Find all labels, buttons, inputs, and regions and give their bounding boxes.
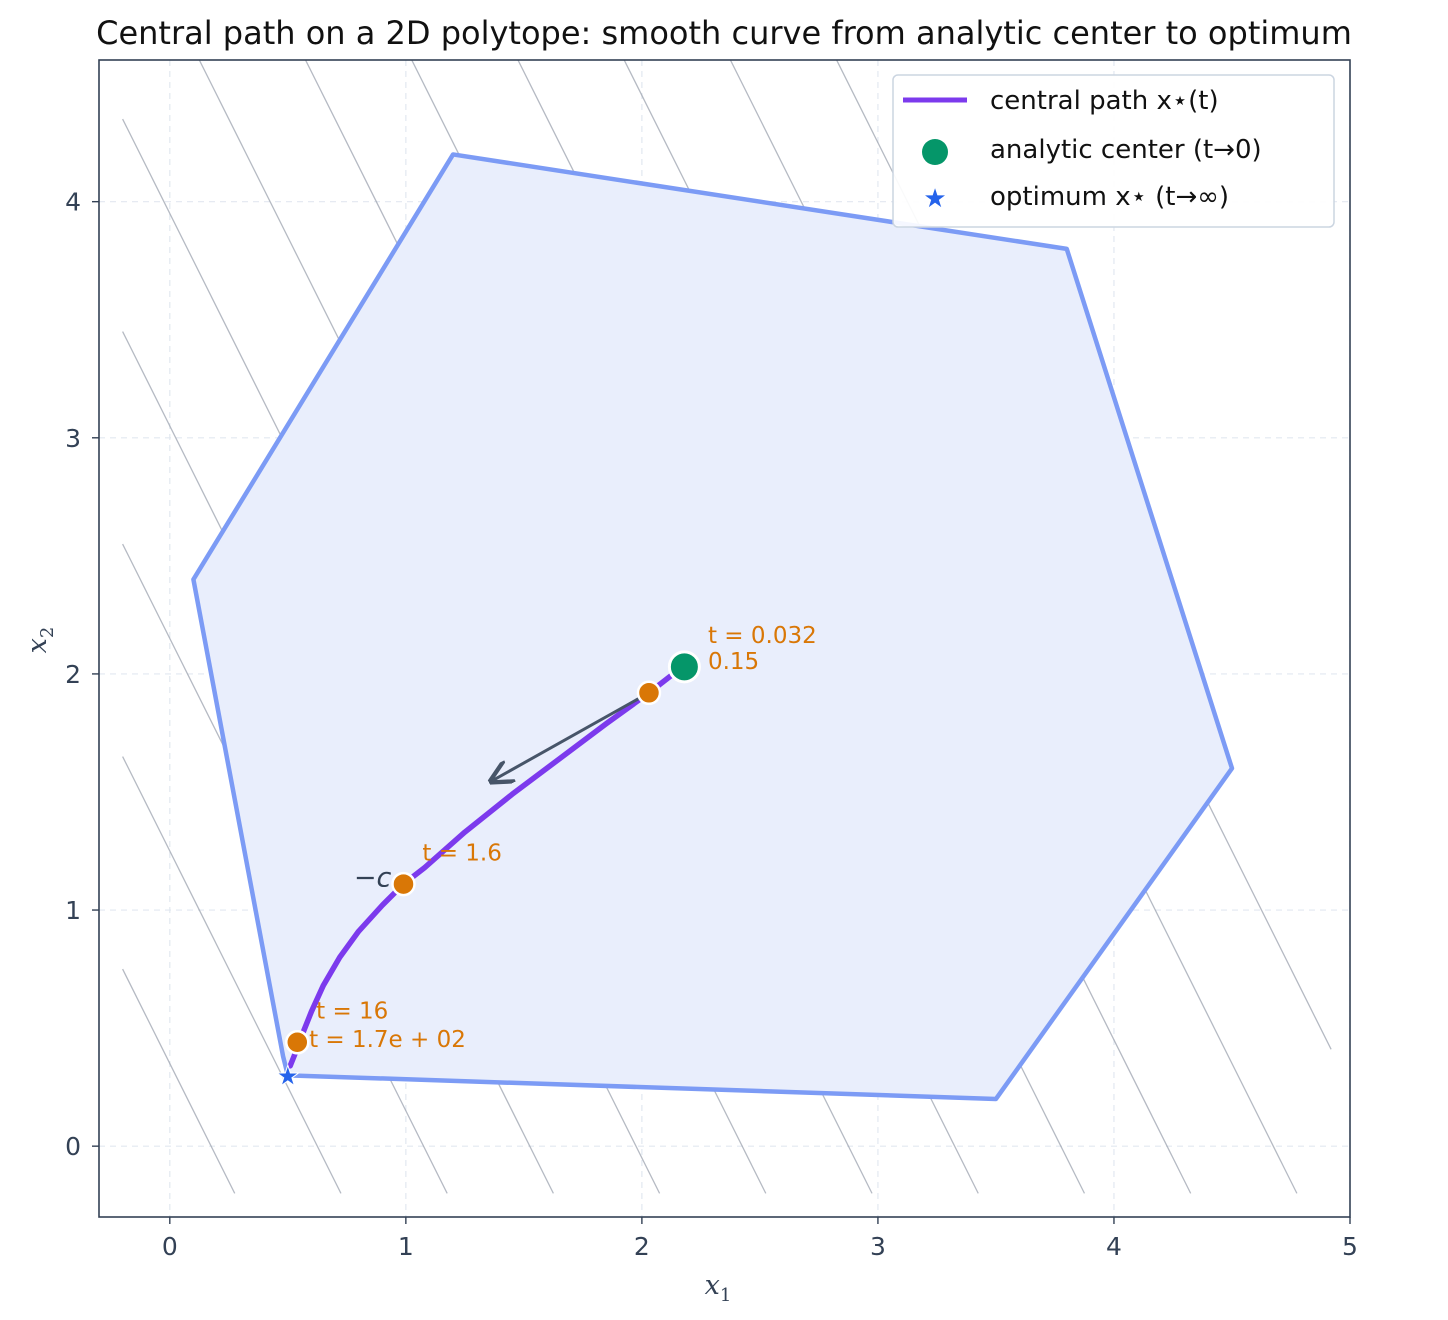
t-marker-label: t = 0.032 [708, 623, 817, 649]
y-tick-label: 4 [65, 188, 81, 217]
chart-title: Central path on a 2D polytope: smooth cu… [96, 14, 1352, 52]
t-marker-label: t = 1.6 [422, 840, 502, 866]
x-axis-label: x1 [705, 1270, 732, 1306]
t-marker-dot [285, 1030, 310, 1055]
y-tick-label: 2 [65, 660, 81, 689]
t-marker-label: t = 1.7e + 02 [309, 1027, 466, 1053]
legend-label-optimum: optimum x⋆ (t→∞) [990, 182, 1229, 212]
analytic-center-marker [667, 650, 701, 684]
legend-box [892, 74, 1335, 228]
objective-contour-line [122, 756, 342, 1194]
optimum-star-icon: ★ [275, 1059, 300, 1092]
x-tick-label: 4 [1106, 1232, 1122, 1261]
plot-frame [98, 59, 1351, 1218]
t-marker-dot [636, 680, 662, 706]
neg-c-arrow-group: −c [354, 691, 650, 893]
y-axis-label: x2 [22, 627, 58, 654]
objective-contour-line [122, 968, 236, 1194]
legend-label-analytic-center: analytic center (t→0) [990, 135, 1262, 165]
legend-label-central-path: central path x⋆(t) [990, 86, 1219, 116]
neg-c-arrow [493, 691, 650, 780]
y-tick-label: 3 [65, 424, 81, 453]
y-tick-label: 1 [65, 896, 81, 925]
polytope [191, 152, 1235, 1102]
y-tick-label: 0 [65, 1132, 81, 1161]
x-tick-label: 1 [398, 1232, 414, 1261]
axis-ticks: 0 1 2 3 4 5 0 1 2 3 4 [65, 188, 1358, 1261]
polytope-region [191, 152, 1235, 1102]
legend: central path x⋆(t) analytic center (t→0)… [892, 74, 1335, 228]
legend-swatch-analytic-center [922, 139, 948, 165]
t-marker-dot [391, 871, 416, 897]
x-tick-label: 5 [1342, 1232, 1358, 1261]
t-marker-label: t = 16 [316, 999, 388, 1025]
neg-c-label: −c [354, 862, 392, 893]
legend-swatch-optimum-star-icon: ★ [923, 184, 946, 214]
x-tick-label: 0 [162, 1232, 178, 1261]
x-tick-label: 2 [634, 1232, 650, 1261]
t-marker-label: 0.15 [708, 649, 759, 675]
x-tick-label: 3 [870, 1232, 886, 1261]
